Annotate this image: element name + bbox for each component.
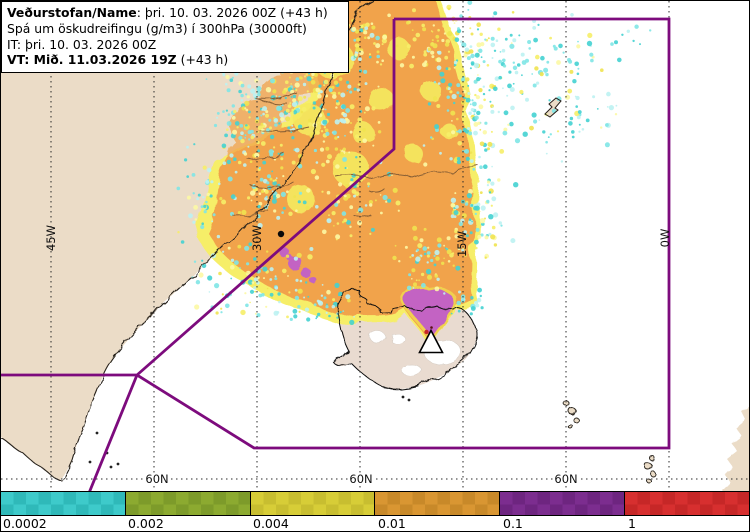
colorbar-segment-0.002 (125, 492, 251, 515)
meridian-label-15w: 15W (455, 231, 469, 257)
volcano-marker-icon (418, 326, 444, 354)
colorbar-tick-label: 0.1 (503, 516, 523, 531)
meridian-label-30w: 30W (250, 225, 264, 251)
colorbar-labels: 0.0002 0.002 0.004 0.01 0.1 1 (1, 516, 749, 531)
colorbar-tick-label: 0.002 (128, 516, 164, 531)
forecast-map: 45W 30W 15W 0W 60N 60N 60N (1, 1, 749, 491)
parallel-label-60n: 60N (145, 472, 168, 486)
concentration-colorbar (1, 491, 749, 516)
colorbar-segment-0.0002 (1, 492, 126, 515)
fir-boundary-lines (1, 17, 671, 491)
colorbar-tick-label: 0.01 (378, 516, 406, 531)
map-canvas: 45W 30W 15W 0W 60N 60N 60N (1, 1, 749, 491)
colorbar-segment-1 (625, 492, 749, 515)
colorbar-tick-label: 0.0002 (3, 516, 47, 531)
colorbar-segment-0.1 (500, 492, 626, 515)
info-line-issuer: Veðurstofan/Name: þri. 10. 03. 2026 00Z … (7, 5, 328, 20)
colorbar-tick-label: 0.004 (253, 516, 289, 531)
colorbar-segment-0.01 (375, 492, 501, 515)
parallel-label-60n: 60N (554, 472, 577, 486)
info-line-vt: VT: Mið. 11.03.2026 19Z (+43 h) (7, 52, 229, 68)
colorbar-tick-label: 1 (628, 516, 636, 531)
info-line-product: Spá um öskudreifingu (g/m3) í 300hPa (30… (7, 20, 307, 36)
info-line-it: IT: þri. 10. 03. 2026 00Z (7, 36, 157, 52)
parallel-label-60n: 60N (349, 472, 372, 486)
point-marker (277, 230, 285, 238)
meridian-label-0w: 0W (658, 229, 672, 248)
meridian-label-45w: 45W (44, 225, 58, 251)
forecast-info-box: Veðurstofan/Name: þri. 10. 03. 2026 00Z … (1, 1, 349, 74)
graticule-labels: 45W 30W 15W 0W 60N 60N 60N (44, 225, 672, 488)
colorbar-segment-0.004 (250, 492, 376, 515)
